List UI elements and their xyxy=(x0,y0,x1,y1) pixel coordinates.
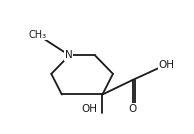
Text: OH: OH xyxy=(82,104,98,114)
Text: O: O xyxy=(128,104,136,114)
Text: N: N xyxy=(65,50,73,60)
Text: CH₃: CH₃ xyxy=(29,30,47,40)
Text: OH: OH xyxy=(159,60,175,70)
